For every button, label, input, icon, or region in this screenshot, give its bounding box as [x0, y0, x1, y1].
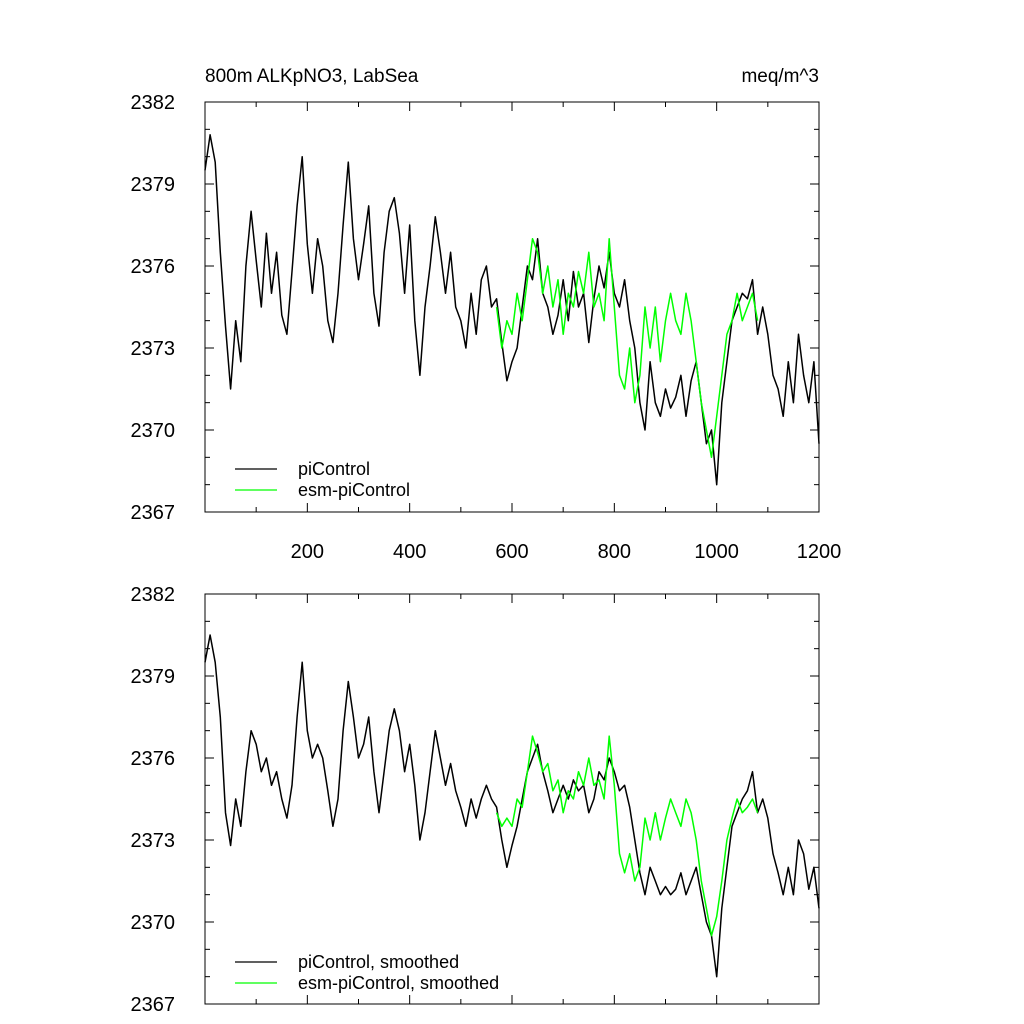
top-panel-series — [204, 134, 820, 486]
x-tick-label: 1000 — [694, 541, 739, 563]
y-tick-label: 2379 — [131, 174, 176, 196]
y-tick-label: 2376 — [131, 748, 176, 770]
units-label: meq/m^3 — [741, 66, 819, 87]
top-panel-legend: piControl esm-piControl — [235, 459, 410, 500]
bottom-panel-frame — [204, 593, 820, 1005]
x-tick-label: 600 — [495, 541, 528, 563]
y-tick-label: 2367 — [131, 502, 176, 524]
series-line-picontrol — [204, 134, 820, 486]
x-tick-label: 200 — [291, 541, 324, 563]
bottom-panel-series — [204, 634, 820, 978]
bottom-panel-ticks: 2367 2370 2373 2376 2379 2382 — [131, 584, 820, 1016]
x-tick-label: 800 — [598, 541, 631, 563]
x-tick-label: 1200 — [797, 541, 842, 563]
series-line-picontrol-smoothed — [204, 634, 820, 978]
top-panel-ticks: 2367 2370 2373 2376 2379 2382 200 400 600 800 1000… — [131, 92, 842, 563]
y-tick-label: 2382 — [131, 584, 176, 606]
x-tick-label: 400 — [393, 541, 426, 563]
y-tick-label: 2373 — [131, 338, 176, 360]
bottom-panel-legend: piControl, smoothed esm-piControl, smoot… — [235, 952, 499, 993]
chart-title: 800m ALKpNO3, LabSea — [205, 66, 419, 87]
y-tick-label: 2382 — [131, 92, 176, 114]
series-line-esm-picontrol-smoothed — [495, 735, 759, 937]
y-tick-label: 2379 — [131, 666, 176, 688]
legend-label-picontrol-smoothed: piControl, smoothed — [298, 952, 459, 972]
y-tick-label: 2370 — [131, 912, 176, 934]
legend-label-esm-picontrol-smoothed: esm-piControl, smoothed — [298, 973, 499, 993]
y-tick-label: 2373 — [131, 830, 176, 852]
top-panel: 800m ALKpNO3, LabSea meq/m^3 2367 2370 237… — [131, 66, 842, 563]
bottom-panel: 2367 2370 2373 2376 2379 2382 piControl, smoo… — [131, 584, 820, 1016]
y-tick-label: 2367 — [131, 994, 176, 1016]
series-line-esm-picontrol — [495, 237, 759, 459]
top-panel-frame — [204, 101, 820, 513]
y-tick-label: 2370 — [131, 420, 176, 442]
legend-label-esm-picontrol: esm-piControl — [298, 480, 410, 500]
y-tick-label: 2376 — [131, 256, 176, 278]
legend-label-picontrol: piControl — [298, 459, 370, 479]
